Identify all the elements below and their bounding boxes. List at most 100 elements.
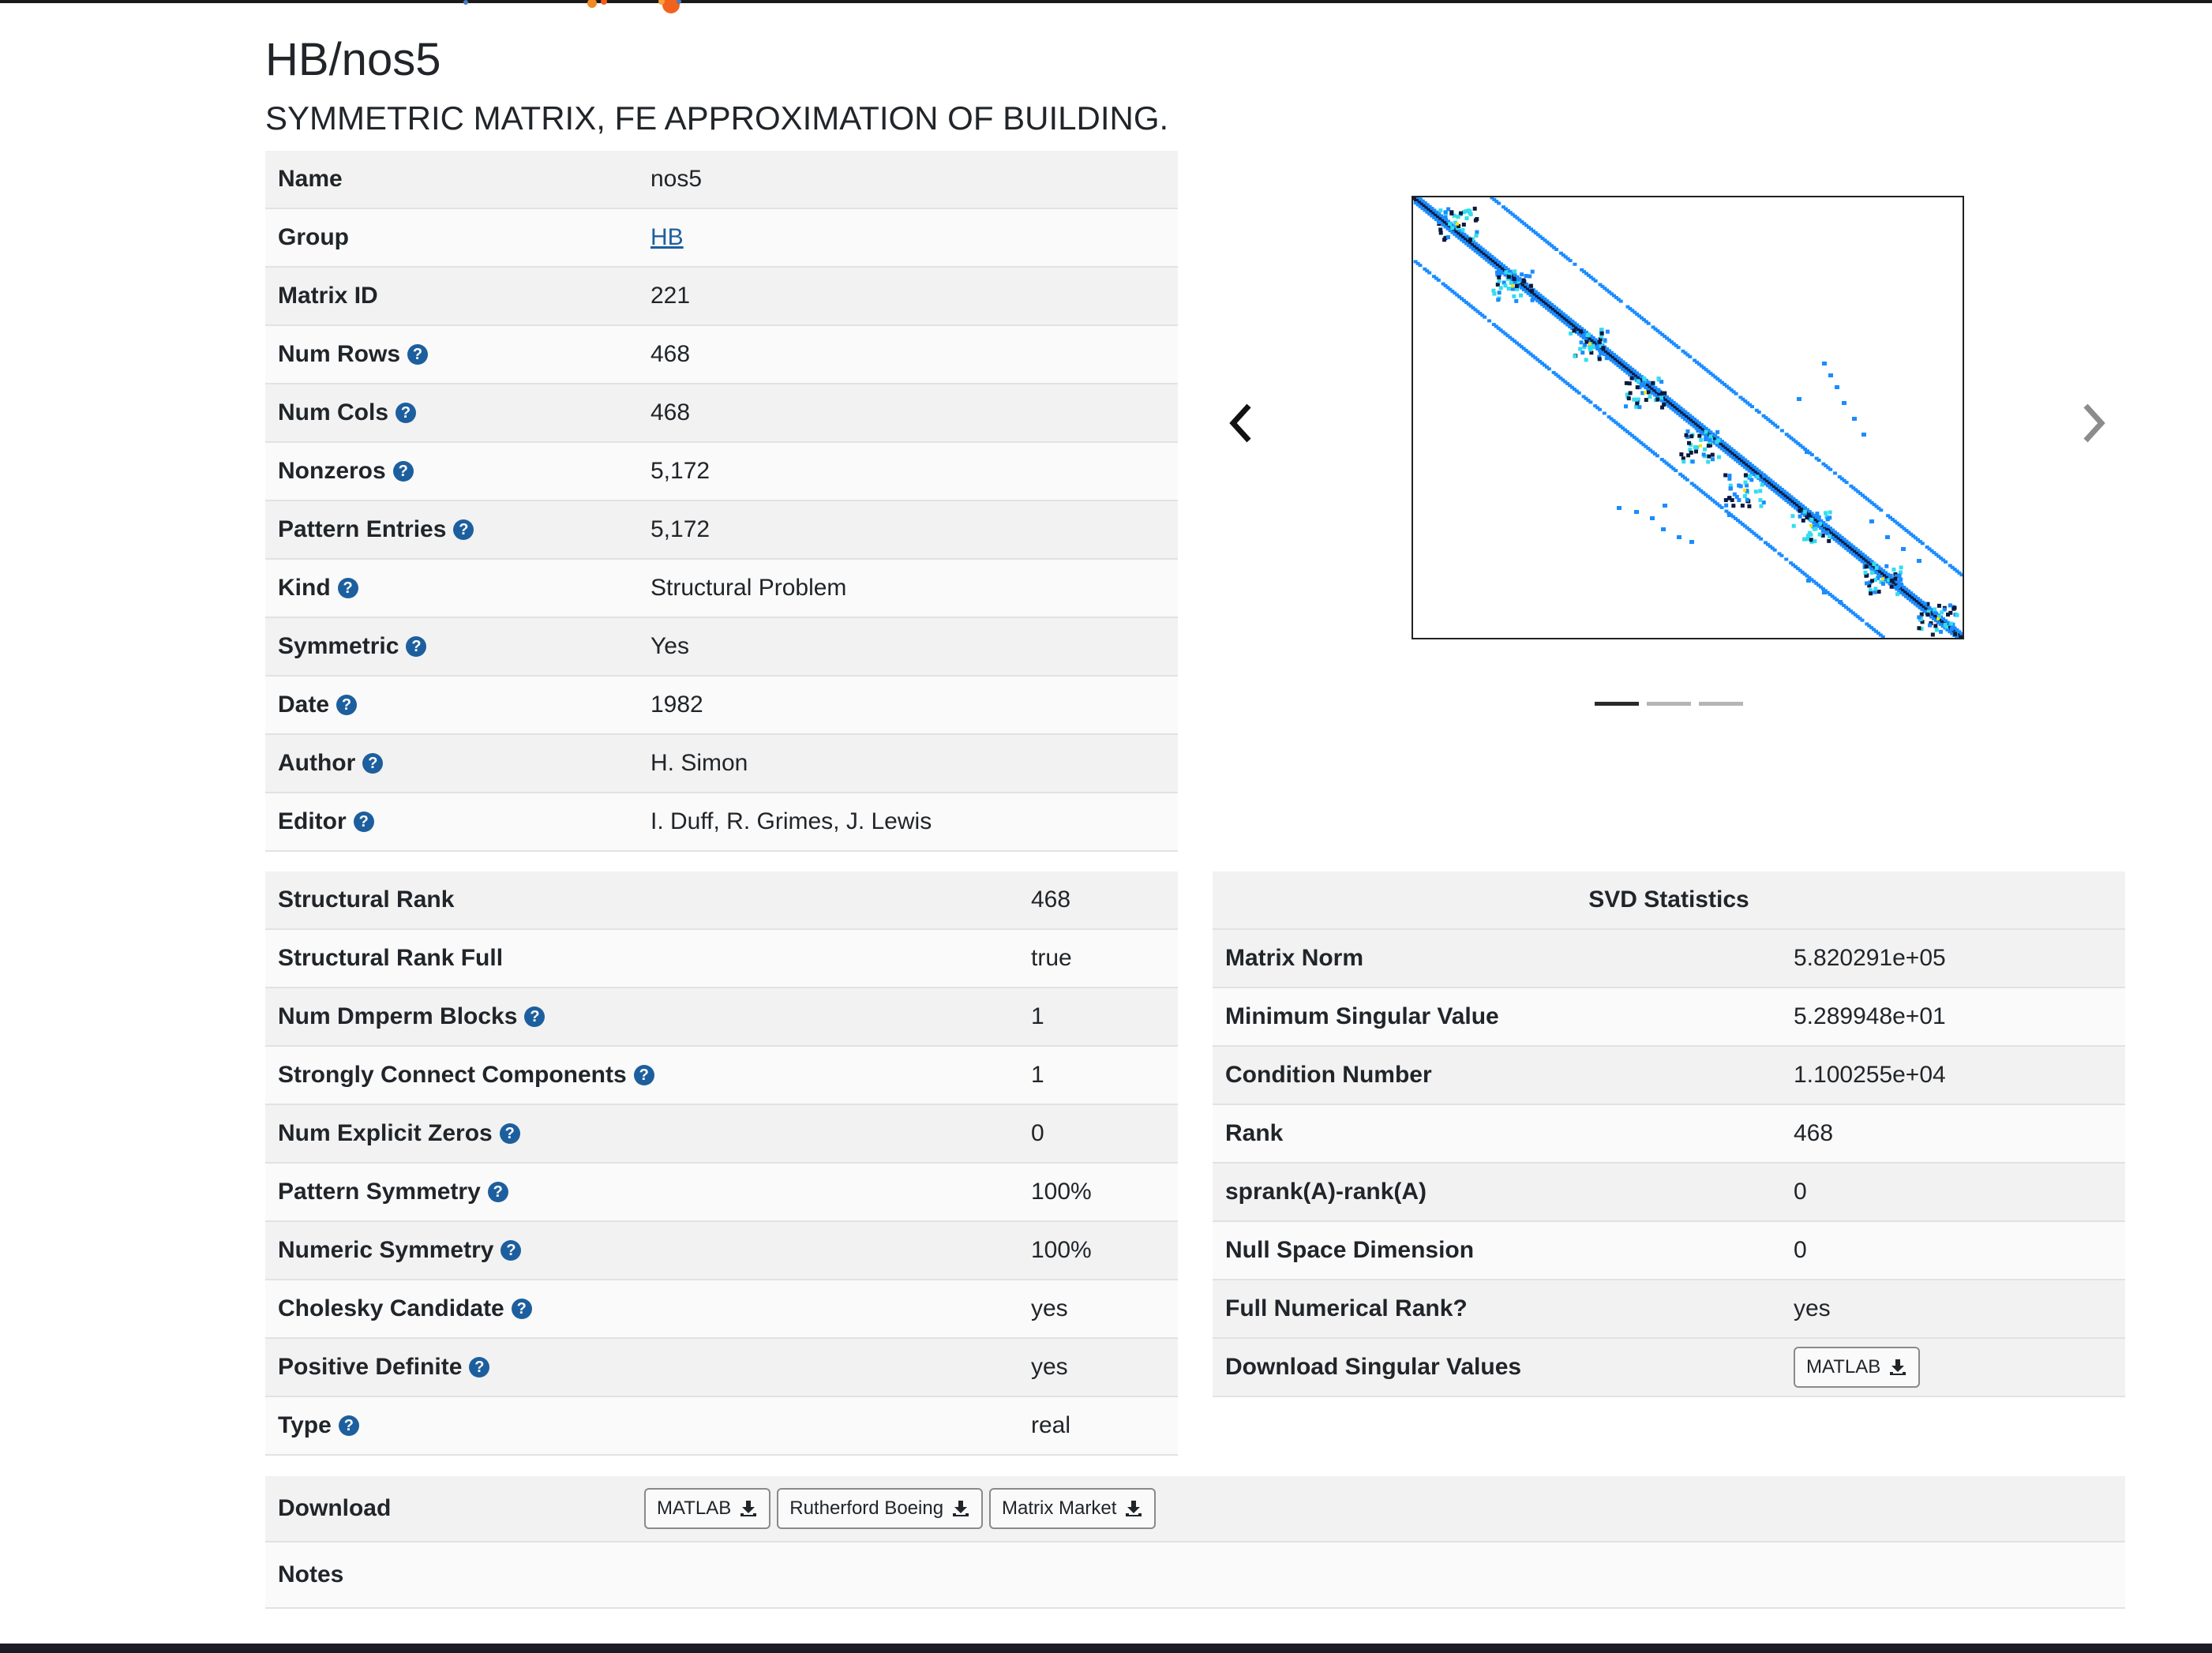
- table-row: Num Cols? 468: [265, 384, 1178, 443]
- field-value: 468: [650, 399, 691, 425]
- field-value: 468: [1031, 886, 1071, 913]
- matrix-info-table: Name nos5 Group HB Matrix ID 221 Num Rows? 468 N…: [265, 151, 1178, 852]
- svd-value: 5.820291e+05: [1794, 945, 1946, 971]
- field-value: 0: [1031, 1120, 1044, 1146]
- table-row: Editor? I. Duff, R. Grimes, J. Lewis: [265, 793, 1178, 852]
- field-value: real: [1031, 1412, 1071, 1438]
- field-label: Symmetric: [278, 633, 399, 659]
- field-label: Num Dmperm Blocks: [278, 1003, 518, 1029]
- carousel-indicator[interactable]: [1595, 702, 1639, 706]
- download-icon: [953, 1501, 969, 1516]
- carousel-prev-button[interactable]: [1217, 388, 1265, 459]
- field-value: 1: [1031, 1062, 1044, 1088]
- download-button[interactable]: Rutherford Boeing: [777, 1488, 984, 1529]
- download-buttons: MATLAB Rutherford Boeing Matrix Market: [644, 1488, 1162, 1529]
- sparsity-pattern-image: [1412, 196, 1964, 639]
- field-value: 221: [650, 283, 691, 309]
- help-icon[interactable]: ?: [362, 753, 384, 774]
- button-label: MATLAB: [1806, 1356, 1881, 1378]
- help-icon[interactable]: ?: [337, 578, 358, 598]
- svd-label: Minimum Singular Value: [1225, 1003, 1499, 1029]
- notes-label: Notes: [278, 1561, 344, 1587]
- download-icon: [1890, 1359, 1906, 1375]
- download-singular-values-matlab-button[interactable]: MATLAB: [1794, 1347, 1921, 1388]
- field-label: Author: [278, 750, 356, 776]
- svd-download-label: Download Singular Values: [1225, 1354, 1522, 1380]
- table-row: Matrix Norm 5.820291e+05: [1213, 930, 2125, 988]
- field-value: yes: [1031, 1354, 1068, 1380]
- help-icon[interactable]: ?: [511, 1299, 532, 1319]
- field-label: Numeric Symmetry: [278, 1237, 494, 1263]
- help-icon[interactable]: ?: [396, 403, 417, 423]
- help-icon[interactable]: ?: [338, 1415, 359, 1436]
- table-row: Num Explicit Zeros? 0: [265, 1105, 1178, 1164]
- field-value: H. Simon: [650, 750, 748, 776]
- table-row: Author? H. Simon: [265, 735, 1178, 793]
- table-row: Pattern Entries? 5,172: [265, 501, 1178, 560]
- help-icon[interactable]: ?: [407, 344, 429, 365]
- table-row: Type? real: [265, 1397, 1178, 1456]
- carousel-indicator[interactable]: [1699, 702, 1743, 706]
- svd-value: 468: [1794, 1120, 1834, 1146]
- carousel-indicator[interactable]: [1647, 702, 1691, 706]
- table-row: Symmetric? Yes: [265, 618, 1178, 677]
- group-link[interactable]: HB: [650, 224, 684, 250]
- help-icon[interactable]: ?: [392, 461, 414, 482]
- help-icon[interactable]: ?: [353, 812, 374, 832]
- field-label: Kind: [278, 575, 331, 601]
- table-row: Condition Number 1.100255e+04: [1213, 1047, 2125, 1105]
- field-label: Structural Rank: [278, 886, 455, 913]
- download-label: Download: [278, 1495, 392, 1521]
- table-row: Num Rows? 468: [265, 326, 1178, 384]
- field-value: 100%: [1031, 1179, 1092, 1205]
- table-row: Name nos5: [265, 151, 1178, 209]
- field-label: Matrix ID: [278, 283, 378, 309]
- field-value: 5,172: [650, 458, 710, 484]
- download-row: Download MATLAB Rutherford Boeing Matrix M…: [265, 1476, 2125, 1542]
- help-icon[interactable]: ?: [501, 1240, 522, 1261]
- structure-stats-table: Structural Rank 468 Structural Rank Full tr…: [265, 871, 1178, 1456]
- field-label: Num Explicit Zeros: [278, 1120, 493, 1146]
- table-row: Pattern Symmetry? 100%: [265, 1164, 1178, 1222]
- field-value: Structural Problem: [650, 575, 847, 601]
- help-icon[interactable]: ?: [524, 1006, 546, 1027]
- table-row: Kind? Structural Problem: [265, 560, 1178, 618]
- field-value: 1: [1031, 1003, 1044, 1029]
- field-value: 5,172: [650, 516, 710, 542]
- help-icon[interactable]: ?: [633, 1065, 654, 1085]
- svd-label: Matrix Norm: [1225, 945, 1364, 971]
- svd-label: Condition Number: [1225, 1062, 1432, 1088]
- field-label: Pattern Entries: [278, 516, 447, 542]
- table-row: sprank(A)-rank(A) 0: [1213, 1164, 2125, 1222]
- svd-value: yes: [1794, 1295, 1831, 1321]
- field-label: Nonzeros: [278, 458, 386, 484]
- table-row: Strongly Connect Components? 1: [265, 1047, 1178, 1105]
- svd-label: Rank: [1225, 1120, 1284, 1146]
- table-row: Full Numerical Rank? yes: [1213, 1280, 2125, 1339]
- help-icon[interactable]: ?: [336, 695, 358, 715]
- spy-plot-carousel: [1213, 151, 2125, 830]
- table-row: Group HB: [265, 209, 1178, 268]
- help-icon[interactable]: ?: [453, 519, 474, 540]
- help-icon[interactable]: ?: [406, 636, 427, 657]
- table-row: Cholesky Candidate? yes: [265, 1280, 1178, 1339]
- help-icon[interactable]: ?: [469, 1357, 490, 1378]
- field-label: Num Cols: [278, 399, 389, 425]
- svd-value: 1.100255e+04: [1794, 1062, 1946, 1088]
- notes-row: Notes: [265, 1542, 2125, 1609]
- field-label: Positive Definite: [278, 1354, 463, 1380]
- table-row: Structural Rank Full true: [265, 930, 1178, 988]
- field-value: 100%: [1031, 1237, 1092, 1263]
- field-label: Pattern Symmetry: [278, 1179, 481, 1205]
- download-button[interactable]: Matrix Market: [989, 1488, 1157, 1529]
- header-graphic: [463, 0, 681, 13]
- download-icon: [740, 1501, 757, 1516]
- table-row: Minimum Singular Value 5.289948e+01: [1213, 988, 2125, 1047]
- carousel-next-button[interactable]: [2070, 388, 2117, 459]
- field-label: Editor: [278, 808, 347, 834]
- help-icon[interactable]: ?: [487, 1182, 508, 1202]
- help-icon[interactable]: ?: [499, 1123, 520, 1144]
- field-value: Yes: [650, 633, 689, 659]
- download-button[interactable]: MATLAB: [644, 1488, 771, 1529]
- table-row: Null Space Dimension 0: [1213, 1222, 2125, 1280]
